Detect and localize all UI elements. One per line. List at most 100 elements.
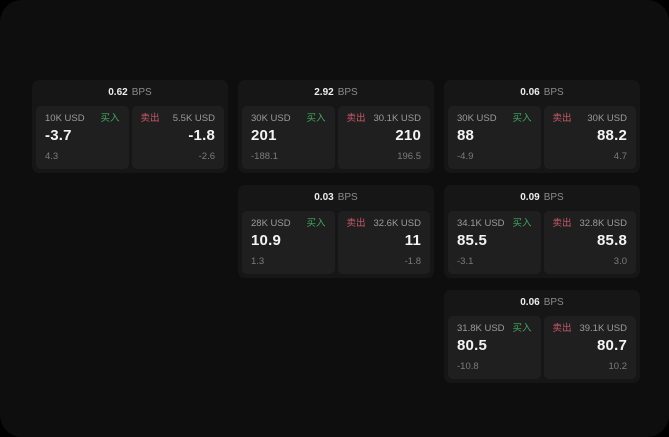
- sell-panel[interactable]: 卖出 5.5K USD -1.8 -2.6: [131, 106, 224, 169]
- sell-panel-top: 卖出 32.8K USD: [552, 218, 628, 229]
- bps-header: 0.06 BPS: [444, 290, 640, 316]
- sell-sub-value: -1.8: [404, 255, 421, 267]
- quote-card[interactable]: 0.62 BPS 10K USD 买入 -3.7 4.3 卖出 5.5K USD…: [32, 80, 228, 173]
- quote-card[interactable]: 0.09 BPS 34.1K USD 买入 85.5 -3.1 卖出 32.8K…: [444, 185, 640, 278]
- bps-unit-label: BPS: [337, 87, 358, 98]
- sell-amount: 32.8K USD: [579, 218, 627, 229]
- buy-value: 80.5: [457, 337, 487, 355]
- buy-side-label: 买入: [100, 113, 120, 124]
- buy-panel-top: 30K USD 买入: [251, 113, 326, 124]
- buy-panel-top: 34.1K USD 买入: [457, 218, 532, 229]
- buy-sub-value: 1.3: [251, 255, 265, 267]
- buy-panel-top: 28K USD 买入: [251, 218, 326, 229]
- buy-panel[interactable]: 30K USD 买入 201 -188.1: [242, 106, 335, 169]
- buy-value: -3.7: [45, 127, 72, 145]
- buy-sub-value: -3.1: [457, 255, 474, 267]
- buy-side-label: 买入: [512, 113, 532, 124]
- bps-header: 0.09 BPS: [444, 185, 640, 211]
- sell-sub-value: 196.5: [397, 150, 421, 162]
- sell-side-label: 卖出: [346, 113, 366, 124]
- sell-side-label: 卖出: [552, 113, 572, 124]
- quote-card[interactable]: 0.03 BPS 28K USD 买入 10.9 1.3 卖出 32.6K US…: [238, 185, 434, 278]
- bps-unit-label: BPS: [131, 87, 152, 98]
- bps-value: 0.09: [520, 192, 540, 203]
- buy-panel[interactable]: 28K USD 买入 10.9 1.3: [242, 211, 335, 274]
- buy-amount: 28K USD: [251, 218, 291, 229]
- sell-sub-value: 4.7: [613, 150, 627, 162]
- sell-sub-value: 3.0: [613, 255, 627, 267]
- buy-panel[interactable]: 10K USD 买入 -3.7 4.3: [36, 106, 129, 169]
- buy-side-label: 买入: [306, 113, 326, 124]
- buy-panel[interactable]: 31.8K USD 买入 80.5 -10.8: [448, 316, 541, 379]
- sell-sub-value: 10.2: [608, 360, 628, 372]
- sell-value: 88.2: [597, 127, 627, 145]
- bps-unit-label: BPS: [543, 192, 564, 203]
- buy-panel-top: 30K USD 买入: [457, 113, 532, 124]
- buy-sub-value: 4.3: [45, 150, 59, 162]
- bps-unit-label: BPS: [543, 297, 564, 308]
- sell-panel[interactable]: 卖出 32.8K USD 85.8 3.0: [543, 211, 636, 274]
- quote-panels: 10K USD 买入 -3.7 4.3 卖出 5.5K USD -1.8 -2.…: [32, 106, 228, 173]
- buy-side-label: 买入: [512, 323, 532, 334]
- buy-amount: 30K USD: [251, 113, 291, 124]
- buy-amount: 31.8K USD: [457, 323, 505, 334]
- buy-value: 88: [457, 127, 475, 145]
- sell-side-label: 卖出: [140, 113, 160, 124]
- buy-sub-value: -4.9: [457, 150, 474, 162]
- sell-amount: 30K USD: [587, 113, 627, 124]
- sell-panel-top: 卖出 5.5K USD: [140, 113, 216, 124]
- bps-header: 0.62 BPS: [32, 80, 228, 106]
- sell-sub-value: -2.6: [198, 150, 215, 162]
- buy-amount: 34.1K USD: [457, 218, 505, 229]
- quote-panels: 34.1K USD 买入 85.5 -3.1 卖出 32.8K USD 85.8…: [444, 211, 640, 278]
- buy-panel[interactable]: 34.1K USD 买入 85.5 -3.1: [448, 211, 541, 274]
- buy-side-label: 买入: [512, 218, 532, 229]
- sell-amount: 32.6K USD: [373, 218, 421, 229]
- buy-panel-top: 31.8K USD 买入: [457, 323, 532, 334]
- quote-card[interactable]: 0.06 BPS 31.8K USD 买入 80.5 -10.8 卖出 39.1…: [444, 290, 640, 383]
- sell-amount: 39.1K USD: [579, 323, 627, 334]
- sell-value: -1.8: [188, 127, 215, 145]
- sell-panel[interactable]: 卖出 32.6K USD 11 -1.8: [337, 211, 430, 274]
- bps-value: 0.03: [314, 192, 334, 203]
- buy-value: 201: [251, 127, 277, 145]
- bps-value: 0.06: [520, 297, 540, 308]
- sell-panel-top: 卖出 30K USD: [552, 113, 628, 124]
- quote-panels: 31.8K USD 买入 80.5 -10.8 卖出 39.1K USD 80.…: [444, 316, 640, 383]
- sell-value: 210: [395, 127, 421, 145]
- buy-sub-value: -188.1: [251, 150, 278, 162]
- buy-value: 85.5: [457, 232, 487, 250]
- buy-panel-top: 10K USD 买入: [45, 113, 120, 124]
- sell-amount: 5.5K USD: [172, 113, 215, 124]
- quote-panels: 30K USD 买入 88 -4.9 卖出 30K USD 88.2 4.7: [444, 106, 640, 173]
- sell-panel-top: 卖出 32.6K USD: [346, 218, 422, 229]
- quote-card[interactable]: 0.06 BPS 30K USD 买入 88 -4.9 卖出 30K USD 8…: [444, 80, 640, 173]
- buy-sub-value: -10.8: [457, 360, 479, 372]
- sell-panel-top: 卖出 39.1K USD: [553, 323, 628, 334]
- cards-grid: 0.62 BPS 10K USD 买入 -3.7 4.3 卖出 5.5K USD…: [32, 80, 640, 383]
- bps-value: 0.06: [520, 87, 540, 98]
- bps-value: 0.62: [108, 87, 128, 98]
- buy-panel[interactable]: 30K USD 买入 88 -4.9: [448, 106, 541, 169]
- buy-value: 10.9: [251, 232, 281, 250]
- buy-amount: 10K USD: [45, 113, 85, 124]
- sell-side-label: 卖出: [346, 218, 366, 229]
- bps-unit-label: BPS: [337, 192, 358, 203]
- sell-panel-top: 卖出 30.1K USD: [346, 113, 422, 124]
- buy-side-label: 买入: [306, 218, 326, 229]
- sell-panel[interactable]: 卖出 30.1K USD 210 196.5: [337, 106, 430, 169]
- bps-header: 0.03 BPS: [238, 185, 434, 211]
- sell-panel[interactable]: 卖出 30K USD 88.2 4.7: [543, 106, 636, 169]
- sell-side-label: 卖出: [552, 218, 572, 229]
- sell-value: 80.7: [597, 337, 627, 355]
- sell-value: 11: [404, 232, 421, 250]
- bps-header: 0.06 BPS: [444, 80, 640, 106]
- quote-panels: 28K USD 买入 10.9 1.3 卖出 32.6K USD 11 -1.8: [238, 211, 434, 278]
- sell-amount: 30.1K USD: [373, 113, 421, 124]
- sell-panel[interactable]: 卖出 39.1K USD 80.7 10.2: [543, 316, 636, 379]
- bps-unit-label: BPS: [543, 87, 564, 98]
- bps-header: 2.92 BPS: [238, 80, 434, 106]
- quote-panels: 30K USD 买入 201 -188.1 卖出 30.1K USD 210 1…: [238, 106, 434, 173]
- quote-card[interactable]: 2.92 BPS 30K USD 买入 201 -188.1 卖出 30.1K …: [238, 80, 434, 173]
